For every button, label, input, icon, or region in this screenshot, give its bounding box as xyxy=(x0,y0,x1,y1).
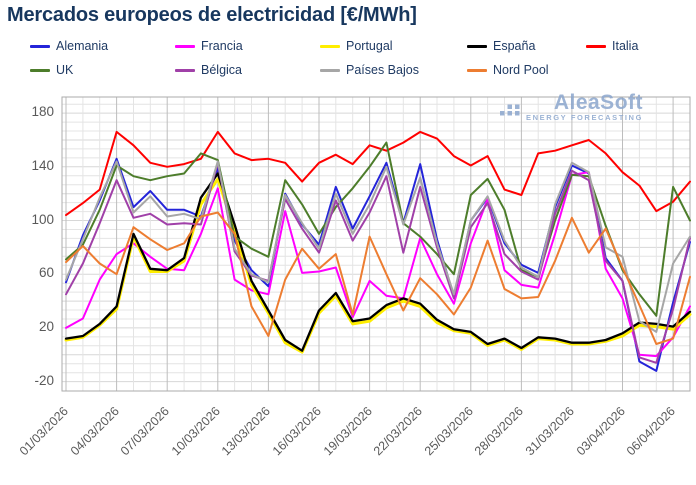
legend-label-pa-ses-bajos: Países Bajos xyxy=(346,63,419,77)
series-line-italia xyxy=(65,130,691,217)
legend-item-francia: Francia xyxy=(175,38,243,54)
legend-item-portugal: Portugal xyxy=(320,38,393,54)
legend-label-portugal: Portugal xyxy=(346,39,393,53)
series-line-pa-ses-bajos xyxy=(65,160,691,333)
legend-swatch-uk xyxy=(30,68,50,72)
y-axis-tick-label: 20 xyxy=(38,318,54,334)
legend-swatch-francia xyxy=(175,44,195,48)
y-axis-tick-label: 140 xyxy=(31,157,54,173)
legend-label-alemania: Alemania xyxy=(56,39,109,53)
legend-swatch-b-lgica xyxy=(175,68,195,72)
series-line-b-lgica xyxy=(65,161,691,364)
legend-swatch-portugal xyxy=(320,44,340,48)
legend-item-alemania: Alemania xyxy=(30,38,108,54)
legend-swatch-alemania xyxy=(30,44,50,48)
legend-item-italia: Italia xyxy=(586,38,638,54)
series-line-uk xyxy=(65,141,691,317)
legend-label-francia: Francia xyxy=(201,39,243,53)
legend-swatch-italia xyxy=(586,44,606,48)
legend-label-espa-a: España xyxy=(493,39,536,53)
chart-title: Mercados europeos de electricidad [€/MWh… xyxy=(7,4,417,26)
legend-item-espa-a: España xyxy=(467,38,535,54)
legend-swatch-nord-pool xyxy=(467,68,487,72)
x-axis: 01/03/2026 04/03/2026 07/03/2026 10/03/2026… xyxy=(0,402,696,482)
legend-item-nord-pool: Nord Pool xyxy=(467,62,549,78)
legend-item-b-lgica: Bélgica xyxy=(175,62,242,78)
y-axis-tick-label: 180 xyxy=(31,104,54,120)
series-line-espa-a xyxy=(64,172,692,352)
series-line-portugal xyxy=(64,177,692,354)
y-axis-tick-label: 100 xyxy=(31,211,54,227)
y-axis-tick-label: -20 xyxy=(34,372,54,388)
legend-swatch-pa-ses-bajos xyxy=(320,68,340,72)
legend-label-uk: UK xyxy=(56,63,74,77)
y-axis-tick-label: 60 xyxy=(38,265,54,281)
legend-swatch-espa-a xyxy=(467,44,487,48)
legend-label-italia: Italia xyxy=(612,39,639,53)
legend-label-nord-pool: Nord Pool xyxy=(493,63,549,77)
series-line-nord-pool xyxy=(65,211,691,345)
legend-item-pa-ses-bajos: Países Bajos xyxy=(320,62,419,78)
chart-legend: Alemania Francia Portugal España Italia UK Bél… xyxy=(0,0,696,90)
legend-label-b-lgica: Bélgica xyxy=(201,63,242,77)
legend-item-uk: UK xyxy=(30,62,73,78)
